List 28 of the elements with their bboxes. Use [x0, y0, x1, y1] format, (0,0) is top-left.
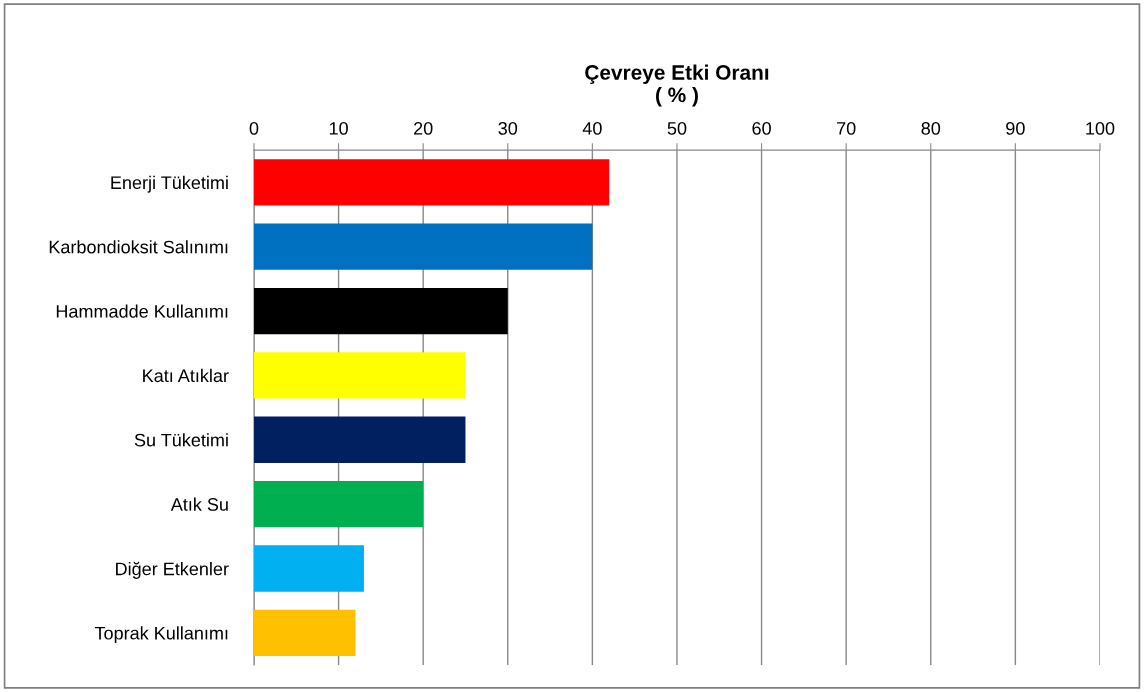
y-tick-label: Hammadde Kullanımı	[56, 304, 228, 318]
y-tick-label: Toprak Kullanımı	[94, 626, 228, 644]
x-axis-title: Çevreye Etki Oranı ( % )	[585, 64, 769, 107]
bar	[253, 352, 466, 399]
bar	[253, 545, 364, 592]
y-tick-label: Su Tüketimi	[134, 433, 228, 447]
x-tick-label: 10	[329, 122, 348, 135]
y-tick-label: Katı Atıklar	[143, 368, 229, 383]
x-tick-label: 30	[498, 122, 518, 135]
y-tick-label: Enerji Tüketimi	[111, 175, 228, 193]
x-tick-label: 50	[667, 122, 687, 135]
y-tick-label: Diğer Etkenler	[116, 561, 229, 579]
x-tick-label: 90	[1006, 122, 1025, 135]
bar	[253, 159, 610, 206]
bar	[253, 480, 424, 528]
x-tick-label: 80	[921, 122, 941, 135]
bar	[253, 416, 466, 463]
x-tick-label: 0	[249, 122, 259, 135]
x-tick-label: 100	[1086, 122, 1115, 135]
y-tick-label: Atık Su	[170, 497, 228, 511]
x-tick-label: 40	[582, 122, 602, 135]
bar	[253, 223, 593, 270]
bar	[253, 609, 356, 656]
x-tick-label: 60	[752, 122, 771, 135]
y-tick-label: Karbondioksit Salınımı	[49, 240, 228, 254]
bar	[253, 287, 508, 335]
x-tick-label: 70	[837, 122, 856, 135]
x-tick-label: 20	[414, 122, 433, 135]
